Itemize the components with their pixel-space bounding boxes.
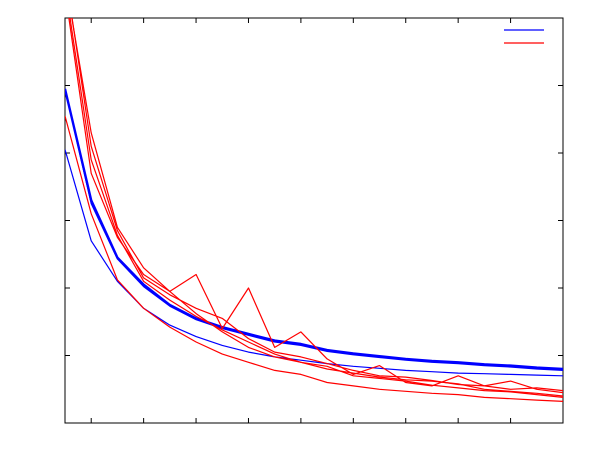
series-line-6 [71, 18, 563, 394]
legend [504, 29, 544, 44]
series-line-5 [68, 18, 563, 397]
series-line-2 [65, 88, 563, 371]
axis-ticks [65, 18, 563, 423]
plot-frame [64, 17, 564, 424]
series-line-4 [65, 115, 563, 402]
series-line-1 [65, 88, 563, 371]
series-line-7 [71, 18, 563, 392]
series-line-8 [69, 18, 563, 398]
series-lines [65, 18, 563, 402]
